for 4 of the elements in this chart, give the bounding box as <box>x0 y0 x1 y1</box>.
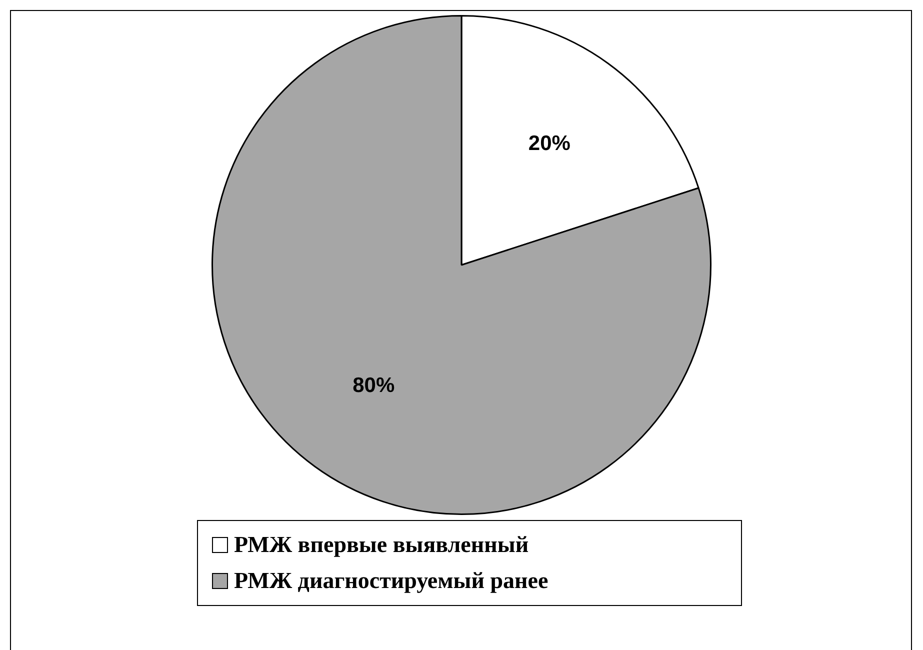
legend-label: РМЖ впервые выявленный <box>234 532 529 558</box>
legend-label: РМЖ диагностируемый ранее <box>234 568 548 594</box>
data-label: 80% <box>352 374 395 397</box>
data-label: 20% <box>528 132 571 155</box>
